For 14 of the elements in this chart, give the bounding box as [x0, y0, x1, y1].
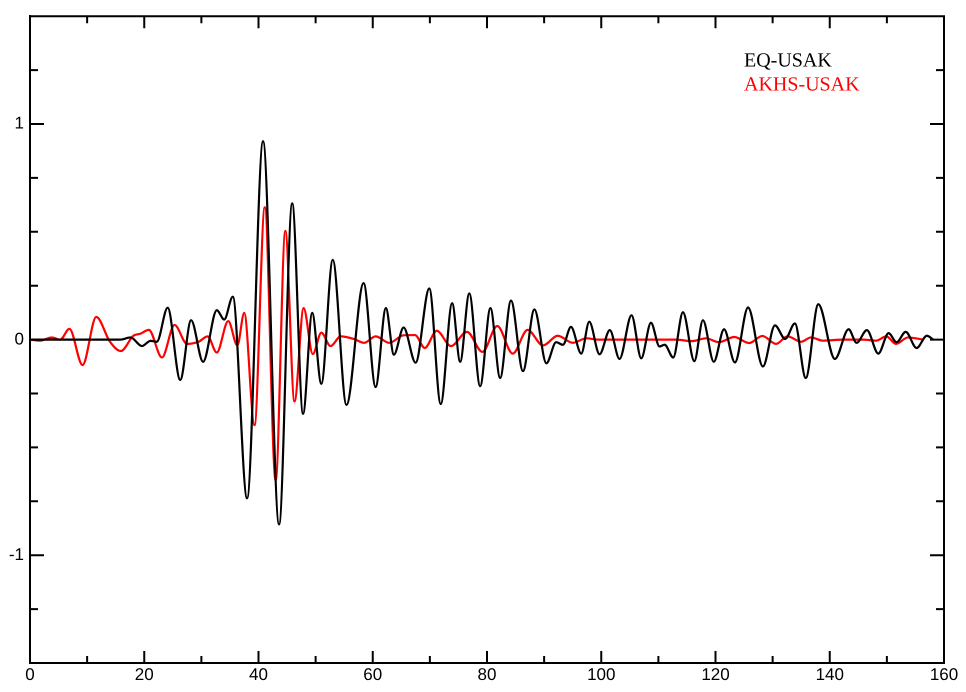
x-tick-label: 20 — [134, 664, 154, 684]
text: AKHS-USAK — [744, 73, 860, 96]
x-tick-label: 80 — [478, 664, 496, 684]
x-tick-label: 100 — [587, 664, 616, 684]
y-tick-label: 0 — [14, 329, 24, 348]
x-tick-label: 60 — [363, 664, 382, 684]
x-tick-label: 140 — [816, 664, 844, 684]
x-tick-label: 160 — [930, 664, 958, 684]
x-tick-label: 40 — [249, 664, 268, 684]
line-series — [30, 206, 924, 482]
x-tick-label: 120 — [701, 664, 730, 684]
y-tick-label: -1 — [8, 544, 24, 564]
legend-label: EQ-USAK — [744, 49, 832, 72]
y-tick-label: 1 — [14, 114, 24, 133]
